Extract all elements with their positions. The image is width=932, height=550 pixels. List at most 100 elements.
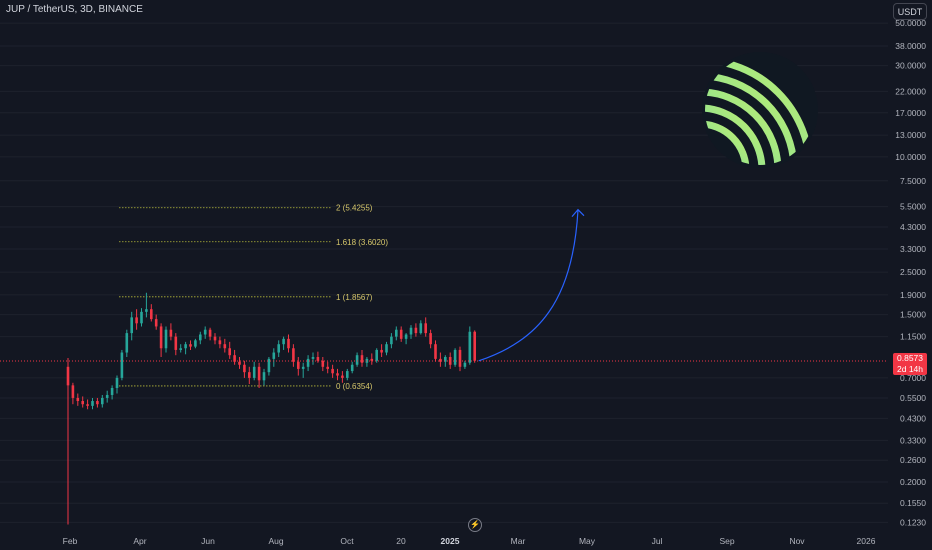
candle-body (292, 348, 295, 362)
candle-body (424, 323, 427, 334)
candle (203, 326, 207, 339)
y-tick-label: 13.0000 (895, 130, 926, 140)
candle-body (218, 340, 222, 345)
candle (218, 336, 222, 349)
candle-body (355, 355, 359, 365)
candle (154, 314, 158, 330)
candle (311, 352, 315, 365)
candle-body (444, 357, 447, 362)
candle (125, 329, 129, 358)
y-tick-label: 0.5500 (900, 393, 926, 403)
candle-body (115, 377, 119, 388)
candle (233, 349, 236, 365)
candle-body (179, 348, 182, 350)
candle (71, 382, 75, 405)
candle (86, 399, 89, 410)
candle (115, 375, 119, 394)
candle (409, 325, 413, 339)
x-tick-label: Jul (652, 536, 663, 546)
candle (101, 394, 104, 408)
y-tick-label: 10.0000 (895, 152, 926, 162)
x-tick-label: Apr (133, 536, 146, 546)
candle-body (101, 397, 104, 405)
candle-body (404, 334, 408, 339)
candle-body (184, 344, 187, 349)
candle-body (150, 309, 153, 320)
y-tick-label: 50.0000 (895, 18, 926, 28)
candle-body (429, 333, 432, 345)
candle (194, 338, 197, 349)
candle (179, 344, 182, 353)
candle-body (326, 366, 329, 369)
candle-body (375, 349, 378, 361)
candle-body (272, 352, 276, 359)
candle (395, 326, 398, 341)
candle-body (76, 397, 80, 402)
y-tick-label: 0.3300 (900, 435, 926, 445)
candle-body (409, 327, 413, 335)
candle-body (189, 344, 192, 347)
y-tick-label: 0.2600 (900, 455, 926, 465)
fibonacci-levels: 0 (0.6354) 1 (1.8567) 1.618 (3.6020) 2 (5.4… (119, 204, 388, 391)
candle (120, 349, 124, 381)
candle (341, 371, 344, 383)
candle (135, 309, 138, 330)
x-tick-label: Feb (63, 536, 78, 546)
x-tick-label: 20 (396, 536, 406, 546)
candle (150, 304, 153, 322)
candle-body (203, 329, 207, 335)
candle (243, 360, 246, 378)
candle (272, 348, 276, 367)
candle (380, 344, 383, 358)
candle (189, 340, 192, 350)
candle-body (248, 372, 251, 378)
candle-body (287, 338, 290, 349)
candle-body (458, 349, 462, 367)
jupiter-logo (702, 52, 818, 168)
candle-body (336, 373, 339, 376)
candle (91, 397, 94, 410)
candle (282, 336, 285, 350)
x-tick-label: May (579, 536, 596, 546)
y-tick-label: 0.1230 (900, 517, 926, 527)
candle-body (321, 360, 325, 367)
candle-body (125, 333, 129, 353)
candle (385, 341, 388, 356)
candle-body (96, 401, 99, 405)
x-tick-label: 2025 (441, 536, 460, 546)
candle-body (262, 372, 266, 381)
y-tick-label: 0.1550 (900, 498, 926, 508)
candle-body (140, 311, 143, 324)
candle (287, 334, 290, 353)
candle-body (208, 329, 212, 337)
candle (370, 353, 374, 365)
candle (105, 390, 109, 403)
candle (277, 340, 280, 358)
fib-level-label: 2 (5.4255) (336, 204, 373, 213)
candle-body (213, 336, 217, 341)
candle-body (86, 404, 89, 406)
y-tick-label: 2.5000 (900, 267, 926, 277)
symbol-title[interactable]: JUP / TetherUS, 3D, BINANCE (6, 4, 143, 15)
candle-body (154, 319, 158, 327)
candle-body (238, 361, 241, 365)
candle-body (399, 329, 403, 339)
candle-body (66, 366, 70, 386)
candle-body (145, 309, 148, 312)
lightning-icon[interactable]: ⚡ (468, 518, 482, 532)
candle-body (169, 329, 173, 337)
candle (292, 344, 295, 367)
candle (76, 393, 80, 406)
candle-body (439, 358, 442, 362)
currency-button[interactable]: USDT (893, 3, 927, 20)
candle-body (346, 371, 349, 378)
bar-countdown: 2d 14h (897, 364, 923, 374)
candle-body (419, 323, 423, 334)
candle (399, 326, 403, 342)
candle-body (257, 366, 261, 381)
candle-body (81, 401, 84, 405)
candle (350, 361, 354, 374)
candle (434, 340, 437, 362)
x-tick-label: Jun (201, 536, 215, 546)
